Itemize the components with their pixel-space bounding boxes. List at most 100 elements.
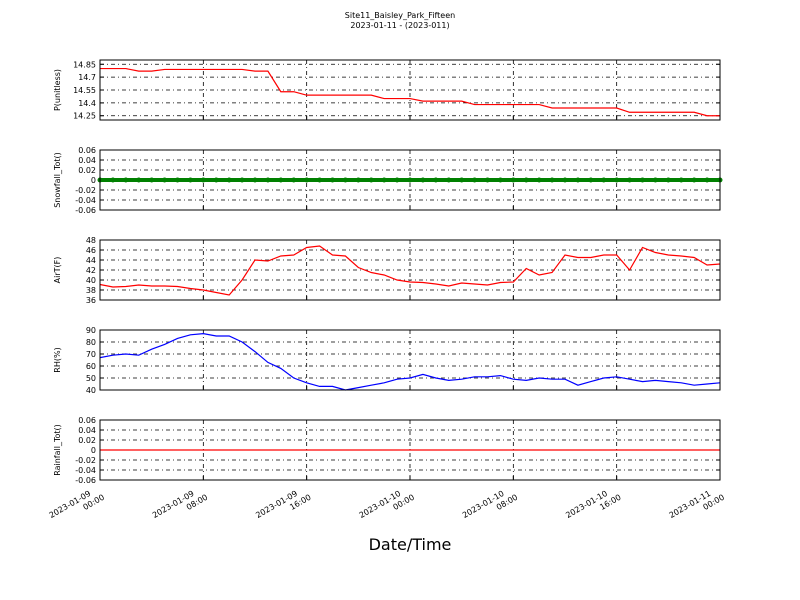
x-tick-label: 2023-01-0908:00 bbox=[151, 484, 209, 529]
point bbox=[162, 177, 168, 183]
y-tick-label: 0.06 bbox=[78, 146, 96, 155]
chart-title: Site11_Baisley_Park_Fifteen bbox=[345, 11, 455, 20]
y-tick-label: 36 bbox=[86, 296, 96, 305]
y-tick-label: 46 bbox=[86, 246, 96, 255]
y-axis-label: RH(%) bbox=[53, 347, 62, 372]
point bbox=[704, 177, 710, 183]
point bbox=[549, 177, 555, 183]
point bbox=[497, 177, 503, 183]
point bbox=[265, 177, 271, 183]
y-tick-label: -0.06 bbox=[75, 476, 96, 485]
point bbox=[381, 177, 387, 183]
y-tick-label: -0.02 bbox=[75, 456, 96, 465]
x-tick-label: 2023-01-1000:00 bbox=[358, 484, 416, 529]
y-tick-label: 38 bbox=[86, 286, 96, 295]
point bbox=[355, 177, 361, 183]
y-tick-label: 80 bbox=[86, 338, 96, 347]
y-tick-label: 14.4 bbox=[78, 99, 96, 108]
series-line bbox=[99, 245, 721, 296]
point bbox=[627, 177, 633, 183]
point bbox=[110, 177, 116, 183]
y-tick-label: 40 bbox=[86, 386, 96, 395]
point bbox=[614, 177, 620, 183]
point bbox=[407, 177, 413, 183]
x-tick-label: 2023-01-0916:00 bbox=[254, 484, 312, 529]
y-tick-label: 40 bbox=[86, 276, 96, 285]
point bbox=[317, 177, 323, 183]
y-tick-label: 0.02 bbox=[78, 166, 96, 175]
point bbox=[433, 177, 439, 183]
x-tick-label: 2023-01-1100:00 bbox=[668, 484, 726, 529]
point bbox=[523, 177, 529, 183]
y-tick-label: 0 bbox=[91, 446, 96, 455]
y-axis-label: Rainfall_Tot() bbox=[53, 424, 62, 476]
y-tick-label: 0.06 bbox=[78, 416, 96, 425]
plot-frame bbox=[99, 419, 721, 481]
point bbox=[175, 177, 180, 183]
y-tick-label: 0.02 bbox=[78, 436, 96, 445]
point bbox=[278, 177, 284, 183]
point bbox=[588, 177, 594, 183]
y-tick-label: 44 bbox=[86, 256, 96, 265]
plot-frame bbox=[99, 239, 721, 301]
y-tick-label: 0.04 bbox=[78, 426, 96, 435]
plot-frame bbox=[99, 59, 721, 121]
point bbox=[291, 177, 297, 183]
y-tick-label: 70 bbox=[86, 350, 96, 359]
point bbox=[472, 177, 478, 183]
y-tick-label: 14.25 bbox=[73, 112, 96, 121]
point bbox=[252, 177, 258, 183]
plot-frame bbox=[99, 149, 721, 211]
point bbox=[368, 177, 374, 183]
y-tick-label: 50 bbox=[86, 374, 96, 383]
x-tick-label: 2023-01-0900:00 bbox=[48, 484, 106, 529]
point bbox=[304, 177, 310, 183]
plot-frame bbox=[99, 329, 721, 391]
y-axis-label: P(unitless) bbox=[53, 69, 62, 111]
point bbox=[123, 177, 129, 183]
point bbox=[601, 177, 607, 183]
point bbox=[394, 177, 400, 183]
point bbox=[640, 177, 645, 183]
point bbox=[562, 177, 568, 183]
point bbox=[149, 177, 155, 183]
y-tick-label: 60 bbox=[86, 362, 96, 371]
y-tick-label: 42 bbox=[86, 266, 96, 275]
y-tick-label: 0.04 bbox=[78, 156, 96, 165]
point bbox=[575, 177, 581, 183]
series-line bbox=[100, 67, 720, 117]
point bbox=[485, 177, 490, 183]
x-axis-label: Date/Time bbox=[369, 535, 452, 554]
x-tick-label: 2023-01-1008:00 bbox=[461, 484, 519, 529]
y-tick-label: 14.55 bbox=[73, 86, 96, 95]
point bbox=[226, 177, 232, 183]
point bbox=[536, 177, 542, 183]
y-tick-label: 14.7 bbox=[78, 73, 96, 82]
y-axis-label: AirT(F) bbox=[53, 257, 62, 284]
point bbox=[213, 177, 219, 183]
y-tick-label: 0 bbox=[91, 176, 96, 185]
point bbox=[652, 177, 658, 183]
point bbox=[342, 177, 348, 183]
y-tick-label: -0.06 bbox=[75, 206, 96, 215]
y-tick-label: -0.04 bbox=[75, 466, 96, 475]
y-tick-label: 90 bbox=[86, 326, 96, 335]
y-tick-label: 14.85 bbox=[73, 60, 96, 69]
chart-subtitle: 2023-01-11 - (2023-011) bbox=[350, 21, 449, 30]
point bbox=[510, 177, 516, 183]
x-tick-label: 2023-01-1016:00 bbox=[564, 484, 622, 529]
y-tick-label: 48 bbox=[86, 236, 96, 245]
point bbox=[446, 177, 452, 183]
point bbox=[239, 177, 245, 183]
series-line bbox=[99, 332, 721, 391]
point bbox=[136, 177, 142, 183]
point bbox=[665, 177, 671, 183]
point bbox=[330, 177, 335, 183]
y-tick-label: -0.02 bbox=[75, 186, 96, 195]
point bbox=[459, 177, 465, 183]
point bbox=[187, 177, 193, 183]
point bbox=[691, 177, 697, 183]
y-tick-label: -0.04 bbox=[75, 196, 96, 205]
y-axis-label: Snowfall_Tot() bbox=[53, 152, 62, 208]
